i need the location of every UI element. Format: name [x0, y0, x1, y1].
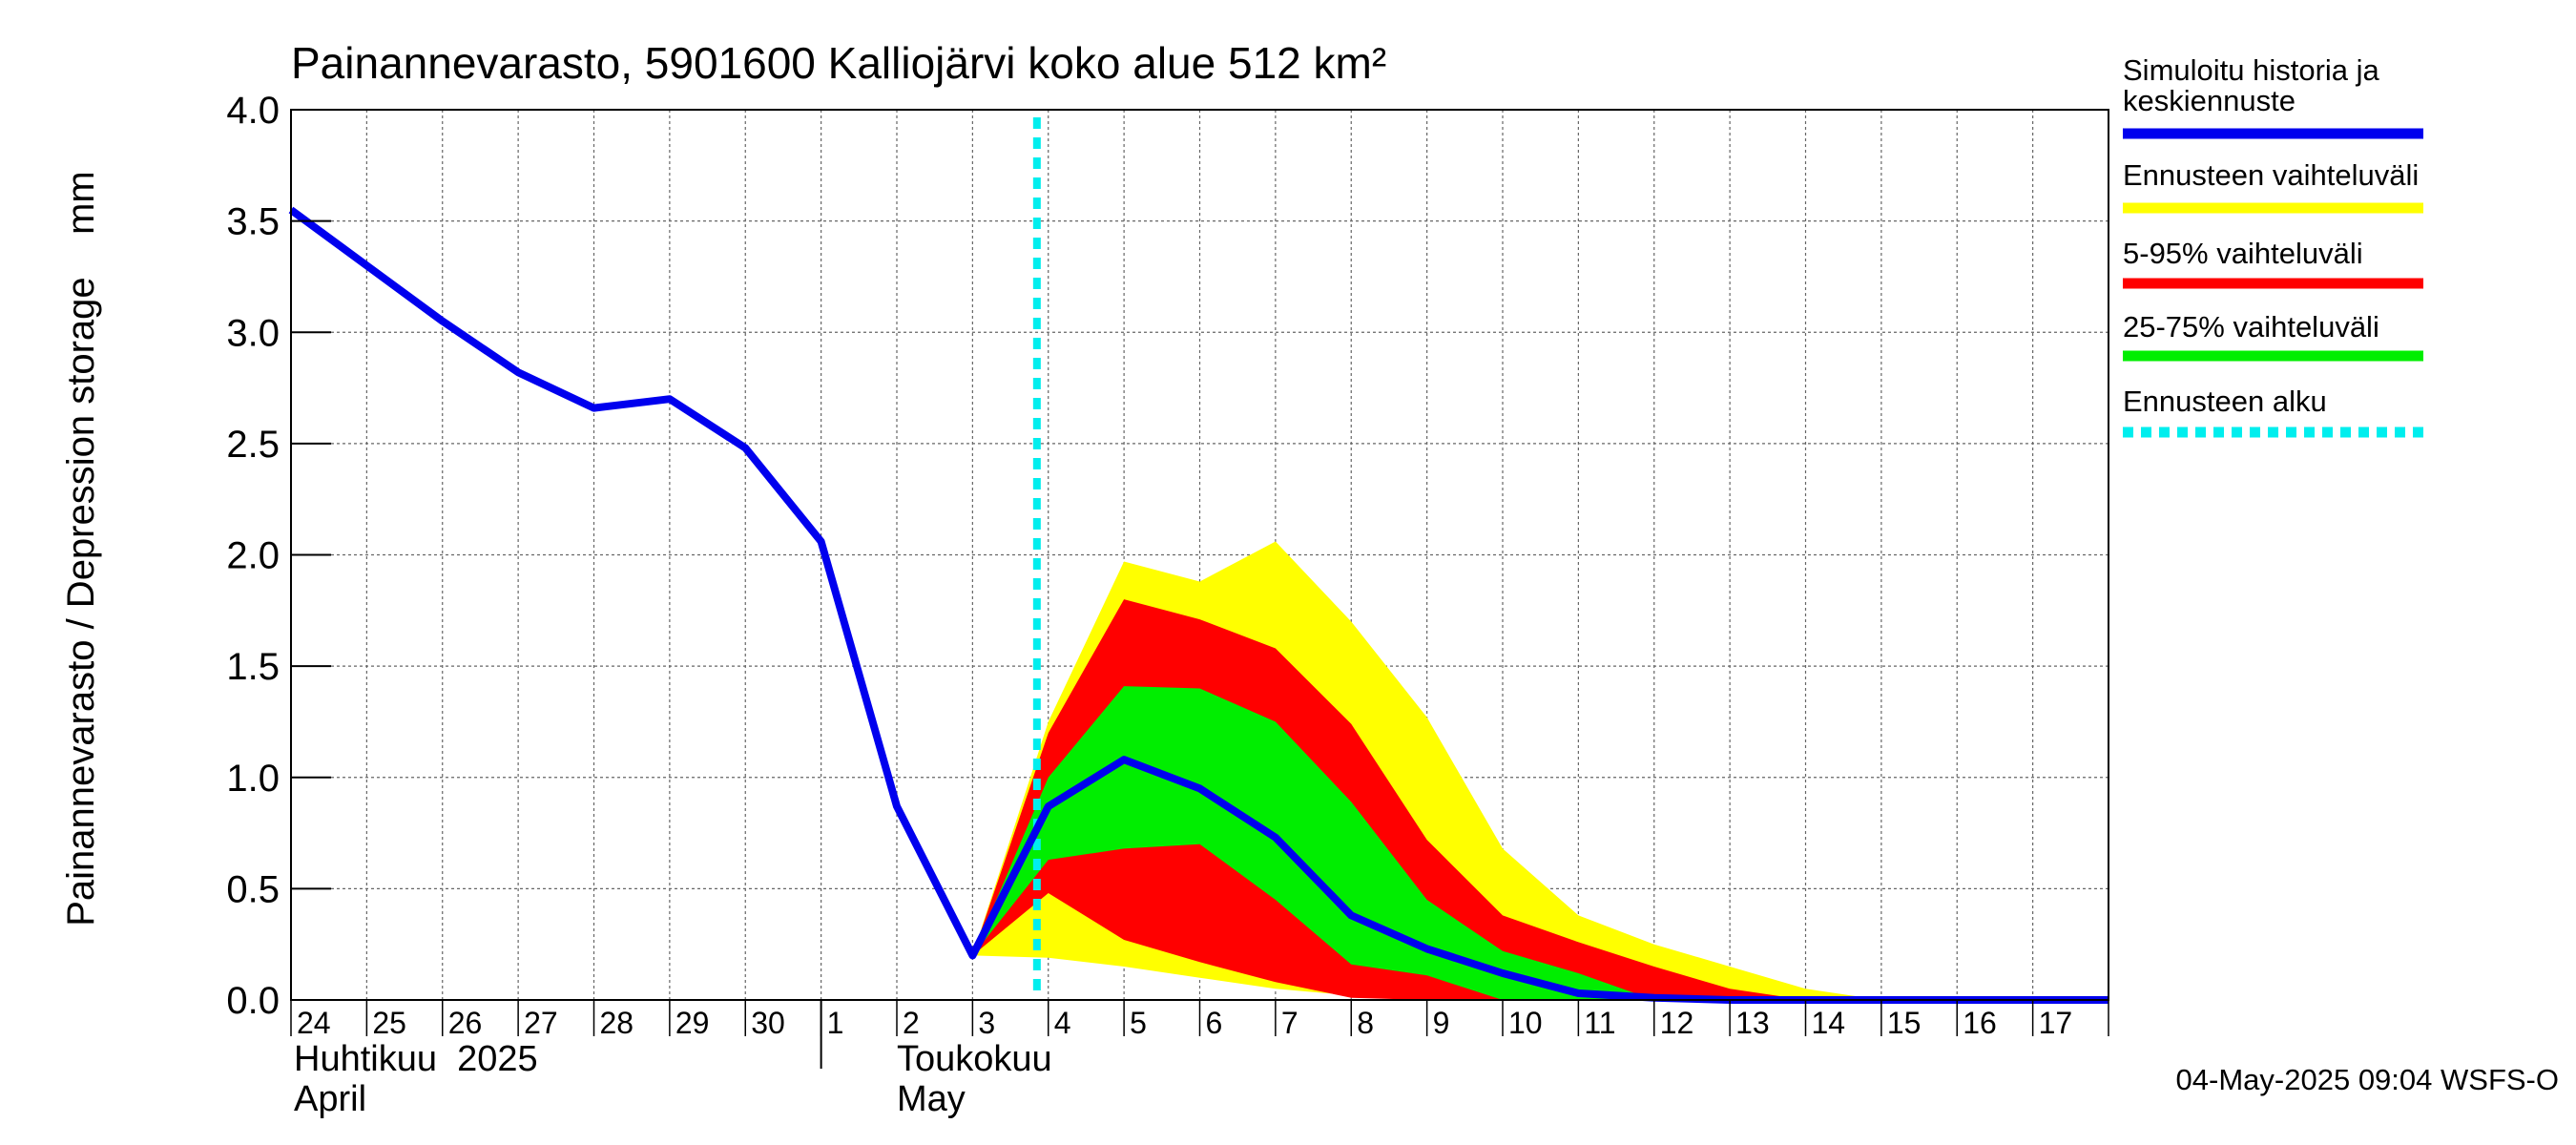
legend-label: 25-75% vaihteluväli — [2123, 310, 2379, 344]
legend-item: 25-75% vaihteluväli — [2123, 310, 2423, 362]
x-day-label: 8 — [1357, 1006, 1374, 1040]
x-day-label: 6 — [1206, 1006, 1223, 1040]
month-labels: Huhtikuu 2025 April Toukokuu May — [294, 1039, 1052, 1119]
x-day-label: 30 — [751, 1006, 785, 1040]
x-day-label: 11 — [1584, 1006, 1615, 1040]
y-tick-label: 0.0 — [226, 980, 280, 1022]
y-tick-label: 4.0 — [226, 90, 280, 132]
y-tick-label: 2.0 — [226, 535, 280, 577]
legend-label: 5-95% vaihteluväli — [2123, 237, 2363, 270]
month-label-may-en: May — [897, 1079, 966, 1119]
x-day-label: 1 — [827, 1006, 844, 1040]
y-tick-label: 1.5 — [226, 646, 280, 688]
chart-title: Painannevarasto, 5901600 Kalliojärvi kok… — [291, 38, 1386, 88]
axes: 0.00.51.01.52.02.53.03.54.024 25 26 27 28 29 3… — [226, 90, 2109, 1069]
legend-item: Ennusteen alku — [2123, 385, 2423, 438]
legend-item: Ennusteen vaihteluväli — [2123, 158, 2423, 214]
legend-item: 5-95% vaihteluväli — [2123, 237, 2423, 289]
y-axis-label: Painannevarasto / Depression storage mm — [60, 171, 102, 926]
x-day-label: 3 — [978, 1006, 995, 1040]
x-day-label: 12 — [1660, 1006, 1694, 1040]
band-25-75-vaihteluv-li — [972, 686, 2109, 1000]
x-day-label: 27 — [524, 1006, 558, 1040]
x-day-label: 28 — [600, 1006, 634, 1040]
legend-label: Simuloitu historia ja — [2123, 53, 2380, 87]
run-timestamp: 04-May-2025 09:04 WSFS-O — [2176, 1063, 2559, 1096]
x-day-label: 24 — [297, 1006, 331, 1040]
y-tick-label: 2.5 — [226, 424, 280, 466]
x-day-label: 7 — [1281, 1006, 1298, 1040]
x-day-label: 25 — [372, 1006, 406, 1040]
x-day-label: 26 — [448, 1006, 483, 1040]
x-day-label: 5 — [1130, 1006, 1147, 1040]
legend-label: Ennusteen vaihteluväli — [2123, 158, 2419, 192]
y-tick-label: 0.5 — [226, 868, 280, 910]
x-day-label: 16 — [1963, 1006, 1997, 1040]
x-day-label: 17 — [2039, 1006, 2073, 1040]
y-tick-label: 3.5 — [226, 201, 280, 243]
band-5-95-vaihteluv-li — [972, 599, 2109, 1000]
month-label-may-fi: Toukokuu — [897, 1039, 1052, 1079]
x-day-label: 13 — [1735, 1006, 1770, 1040]
month-label-april-en: April — [294, 1079, 366, 1119]
legend-label: keskiennuste — [2123, 84, 2296, 117]
month-label-april-fi: Huhtikuu 2025 — [294, 1039, 538, 1079]
legend-label: Ennusteen alku — [2123, 385, 2327, 418]
x-day-label: 29 — [675, 1006, 710, 1040]
x-day-label: 9 — [1433, 1006, 1450, 1040]
x-day-label: 15 — [1887, 1006, 1922, 1040]
x-day-label: 14 — [1812, 1006, 1846, 1040]
forecast-bands — [972, 541, 2109, 1000]
x-day-label: 4 — [1054, 1006, 1071, 1040]
x-day-label: 10 — [1508, 1006, 1543, 1040]
y-tick-label: 3.0 — [226, 312, 280, 354]
x-day-label: 2 — [903, 1006, 920, 1040]
y-tick-label: 1.0 — [226, 758, 280, 800]
